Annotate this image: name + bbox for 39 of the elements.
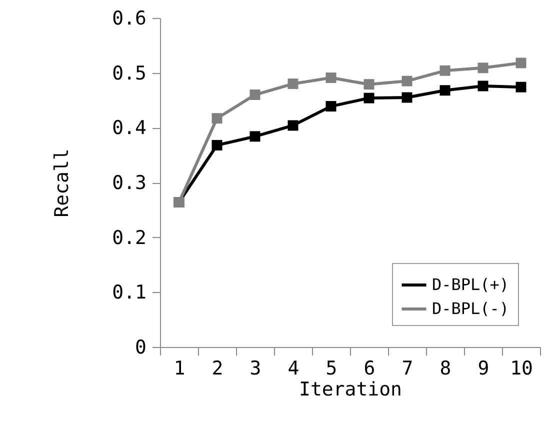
legend-label: D-BPL(+) bbox=[432, 275, 510, 294]
y-tick-label: 0.4 bbox=[112, 117, 146, 140]
x-tick-label: 2 bbox=[212, 358, 224, 380]
x-tick-label: 3 bbox=[250, 358, 262, 380]
y-tick-label: 0.3 bbox=[112, 172, 146, 194]
point bbox=[402, 76, 412, 86]
legend-label: D-BPL(-) bbox=[432, 299, 510, 318]
x-tick-label: 1 bbox=[174, 358, 186, 380]
point bbox=[440, 85, 450, 96]
point bbox=[250, 90, 260, 100]
point bbox=[402, 92, 412, 103]
point bbox=[364, 79, 374, 90]
point bbox=[326, 72, 336, 84]
point bbox=[478, 80, 488, 92]
point bbox=[478, 62, 488, 74]
x-tick-label: 4 bbox=[288, 358, 300, 380]
point bbox=[516, 58, 526, 68]
point bbox=[250, 131, 260, 142]
point bbox=[516, 82, 526, 92]
x-tick-label: 6 bbox=[364, 358, 376, 380]
y-tick-label: 0.1 bbox=[112, 282, 146, 304]
point bbox=[288, 120, 298, 131]
point bbox=[212, 113, 222, 124]
y-tick-label: 0.5 bbox=[112, 62, 146, 84]
x-axis-title: Iteration bbox=[299, 378, 402, 400]
point bbox=[364, 92, 374, 104]
y-tick-label: 0 bbox=[135, 336, 146, 358]
y-tick-label: 0.6 bbox=[112, 8, 146, 30]
x-tick-label: 10 bbox=[510, 358, 533, 380]
x-tick-label: 8 bbox=[440, 358, 452, 380]
y-tick-label: 0.2 bbox=[112, 226, 146, 249]
y-axis-title: Recall bbox=[51, 148, 74, 218]
point bbox=[288, 78, 298, 90]
x-tick-label: 9 bbox=[478, 358, 490, 380]
x-tick-label: 7 bbox=[402, 358, 414, 380]
point bbox=[440, 65, 450, 76]
point bbox=[212, 140, 222, 150]
x-tick-label: 5 bbox=[326, 358, 338, 380]
point bbox=[326, 101, 336, 112]
